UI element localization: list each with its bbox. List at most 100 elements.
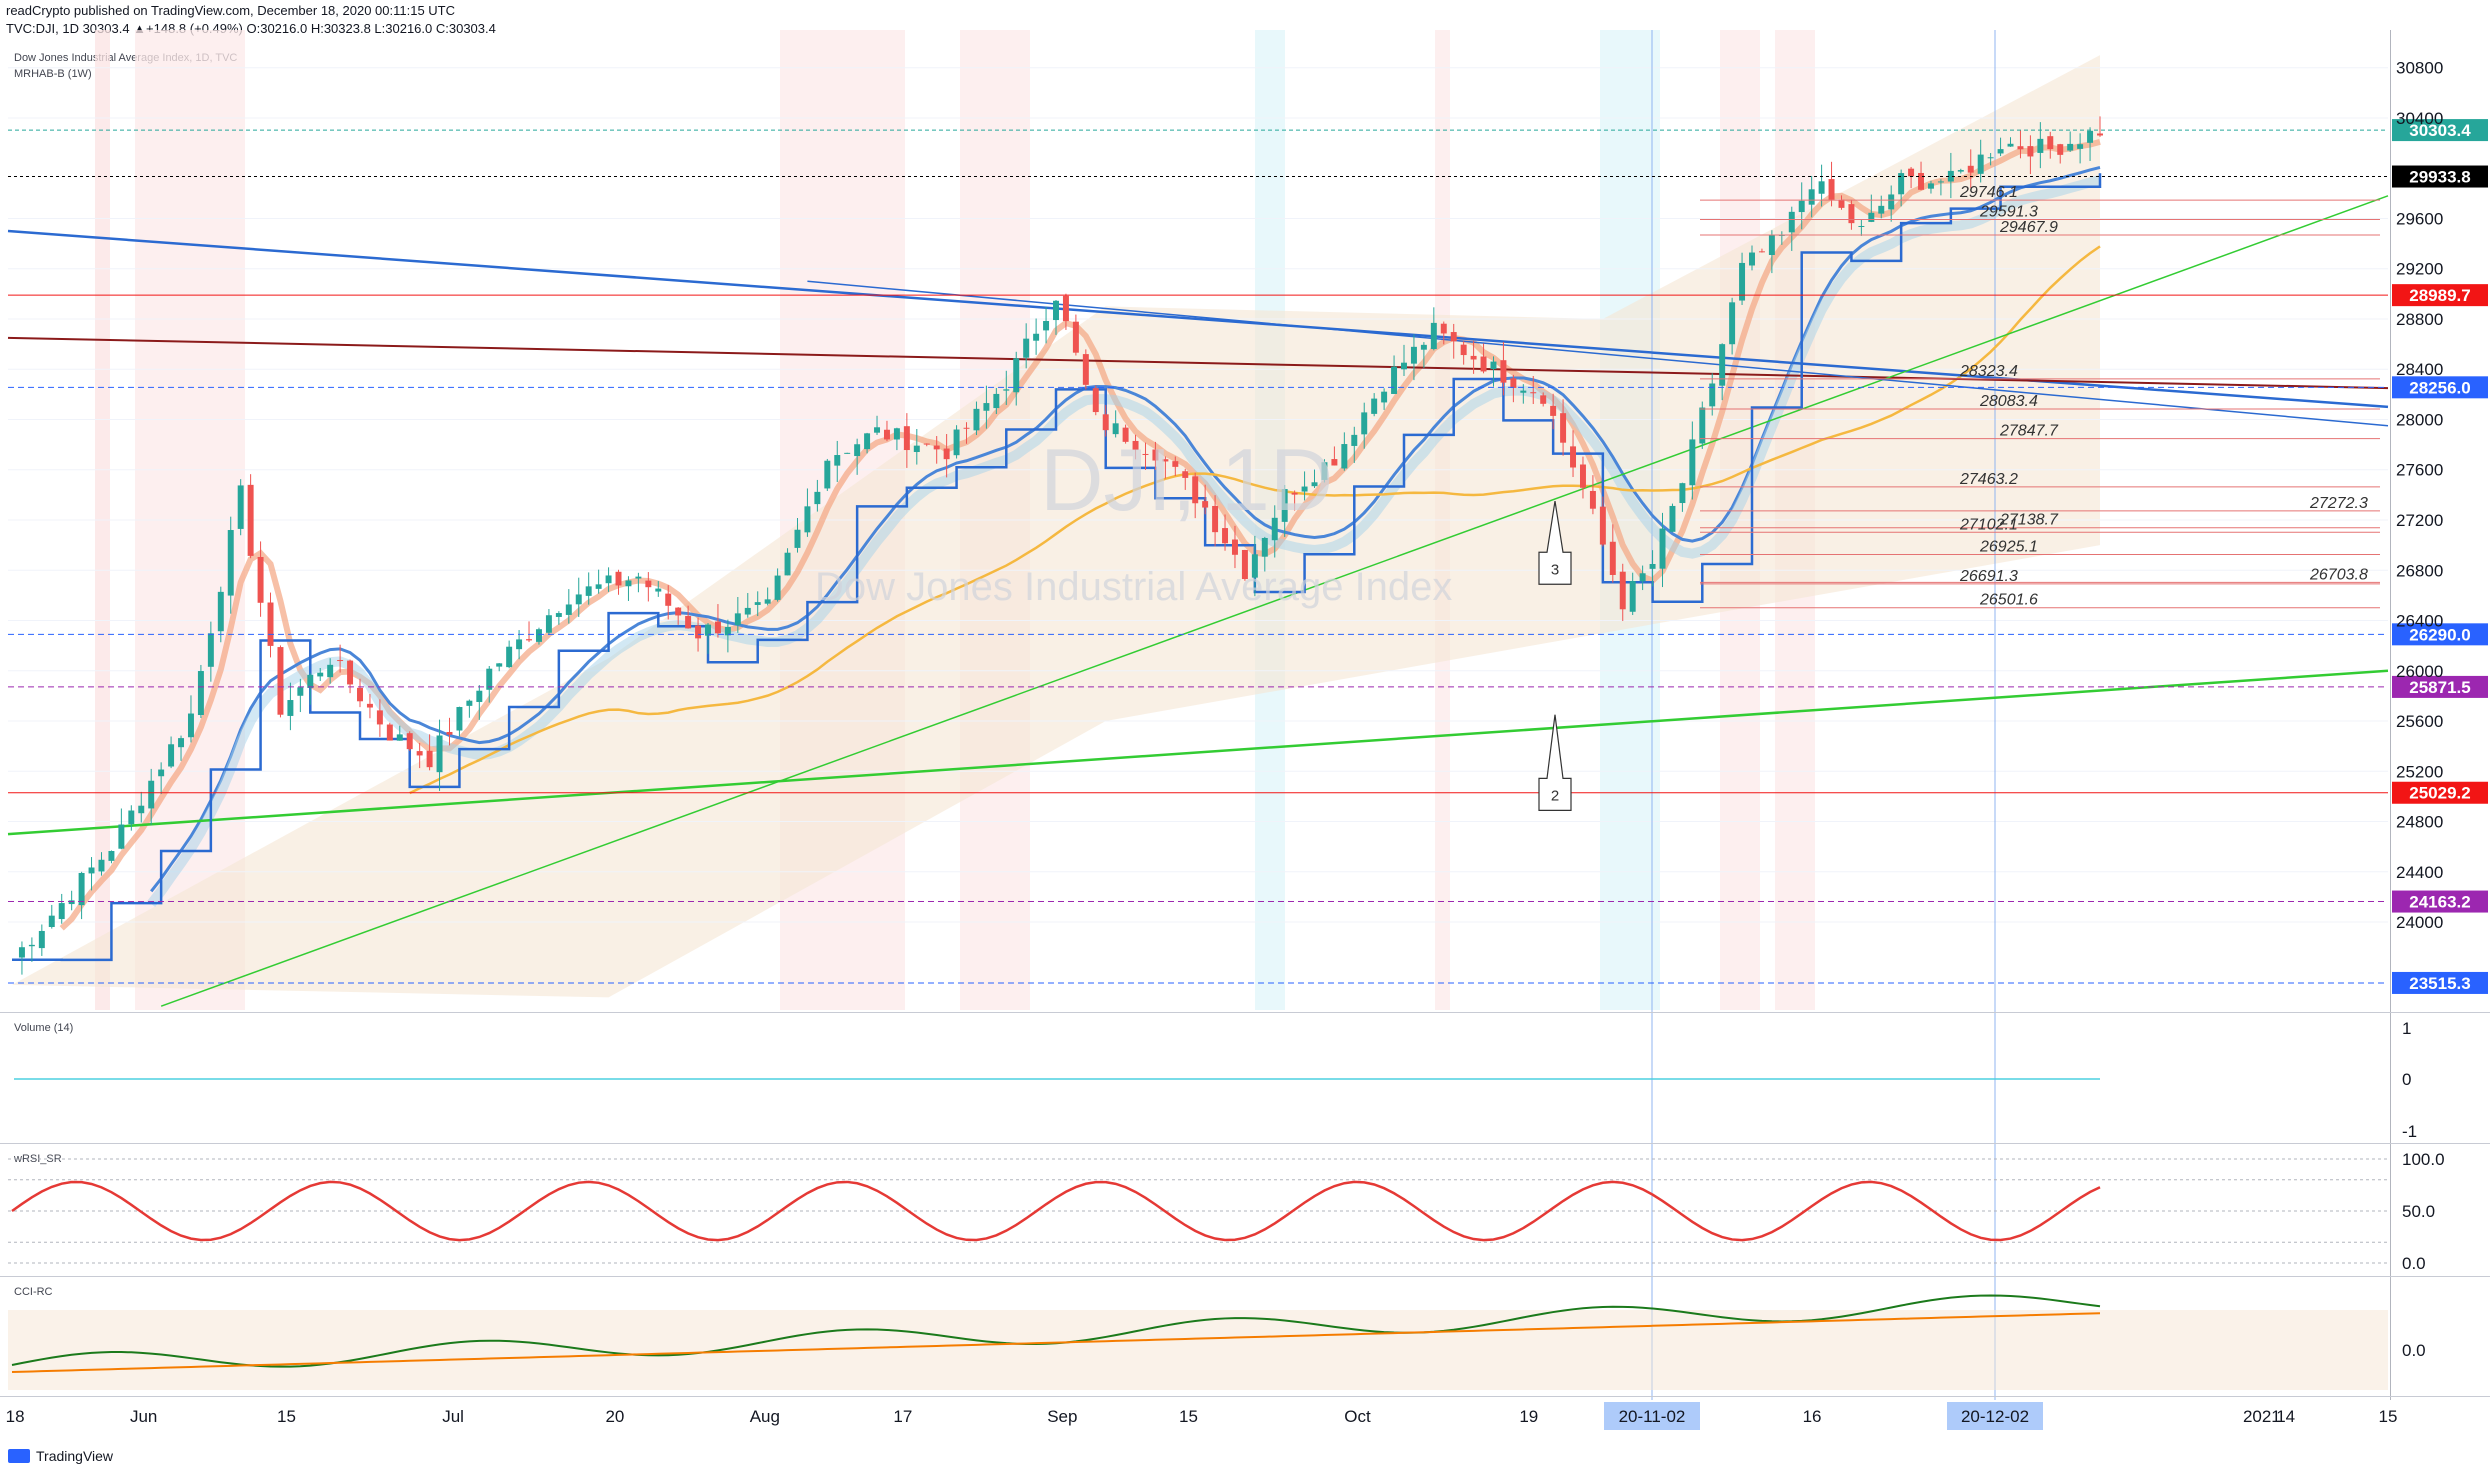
trend-line <box>160 195 2389 1007</box>
candle-body <box>227 530 234 596</box>
candle-body <box>337 660 344 662</box>
x-tick-label: Sep <box>1047 1407 1077 1426</box>
price-label: 25871.5 <box>2409 678 2470 697</box>
candle-body <box>1619 571 1626 610</box>
tradingview-logo-icon <box>8 1449 30 1463</box>
candle-body <box>883 429 890 440</box>
sr-level-label: 29467.9 <box>1999 219 2058 236</box>
x-tick-label: 20 <box>605 1407 624 1426</box>
candle-body <box>2037 138 2044 153</box>
candle-body <box>446 731 453 735</box>
candle-body <box>1122 427 1129 442</box>
candle-body <box>466 700 473 706</box>
candle-body <box>1699 407 1706 444</box>
candle-body <box>1997 149 2004 154</box>
candle-body <box>625 580 632 587</box>
candle-body <box>88 867 95 874</box>
candle-body <box>913 445 920 453</box>
candle-body <box>506 646 513 668</box>
candle-body <box>1818 181 1825 194</box>
price-axis-border <box>2390 30 2391 1400</box>
candle-body <box>774 575 781 600</box>
footer-brand: TradingView <box>36 1448 114 1464</box>
candle-body <box>1560 413 1567 443</box>
trend-line <box>7 229 2389 409</box>
volume-tick-label: 1 <box>2402 1019 2411 1038</box>
candle-body <box>1212 505 1219 533</box>
candle-body <box>98 859 105 872</box>
price-label: 30303.4 <box>2409 121 2471 140</box>
rsi-line <box>11 1180 2101 1242</box>
cci-tick-label: 0.0 <box>2402 1341 2426 1360</box>
candle-body <box>1679 483 1686 504</box>
candle-body <box>207 633 214 667</box>
candle-body <box>376 710 383 725</box>
candle-body <box>1540 395 1547 404</box>
trend-line <box>7 669 2389 836</box>
candle-body <box>874 427 881 433</box>
candle-body <box>1808 189 1815 205</box>
candle-body <box>476 690 483 702</box>
candle-body <box>526 639 533 641</box>
sr-level-label: 29746.1 <box>1959 184 2018 201</box>
candle-body <box>555 613 562 617</box>
y-tick-label: 24000 <box>2396 913 2443 932</box>
wave-callout <box>1538 714 1572 812</box>
candle-body <box>744 607 751 615</box>
candle-body <box>2047 136 2054 150</box>
candle-body <box>1391 366 1398 394</box>
candle-body <box>1222 528 1229 544</box>
price-label-bg <box>2392 284 2488 307</box>
candle-body <box>1062 295 1069 322</box>
candle-body <box>724 626 731 636</box>
candle-body <box>347 660 354 685</box>
x-tick-label: 14 <box>2276 1407 2295 1426</box>
candle-body <box>754 602 761 605</box>
candle-body <box>287 700 294 716</box>
wave-callout-label: 3 <box>1551 561 1559 578</box>
candle-body <box>317 672 324 677</box>
volume-tick-label: 0 <box>2402 1070 2411 1089</box>
price-label-bg <box>2392 675 2488 698</box>
candle-body <box>1599 506 1606 545</box>
candle-body <box>1023 338 1030 358</box>
y-tick-label: 25600 <box>2396 712 2443 731</box>
candle-body <box>1281 489 1288 522</box>
candle-body <box>665 593 672 606</box>
x-tick-label: 18 <box>6 1407 25 1426</box>
candle-body <box>933 445 940 450</box>
candle-body <box>1480 356 1487 372</box>
candle-body <box>695 625 702 639</box>
candle-body <box>565 604 572 615</box>
price-label: 24163.2 <box>2409 893 2470 912</box>
y-tick-label: 24800 <box>2396 813 2443 832</box>
x-tick-label: Aug <box>750 1407 780 1426</box>
candle-body <box>456 707 463 731</box>
candle-body <box>426 750 433 768</box>
candle-body <box>1082 354 1089 385</box>
candle-body <box>1371 398 1378 414</box>
x-tick-label: 15 <box>1179 1407 1198 1426</box>
candle-body <box>1957 170 1964 172</box>
candle-body <box>824 460 831 489</box>
orange-ma-line <box>409 245 2101 795</box>
candle-body <box>1758 251 1765 253</box>
x-tick-label: Oct <box>1344 1407 1371 1426</box>
volume-tick-label: -1 <box>2402 1122 2417 1141</box>
candle-body <box>1689 439 1696 486</box>
candle-body <box>406 733 413 750</box>
candle-body <box>1500 360 1507 383</box>
candle-body <box>1649 563 1656 569</box>
tradingview-footer: TradingView <box>8 1448 113 1464</box>
pane-separator <box>0 1276 2490 1277</box>
candle-body <box>138 805 145 814</box>
candle-body <box>645 580 652 588</box>
candle-body <box>1003 389 1010 391</box>
y-tick-label: 28800 <box>2396 310 2443 329</box>
y-tick-label: 24400 <box>2396 863 2443 882</box>
candle-body <box>1033 333 1040 341</box>
candle-body <box>714 621 721 634</box>
y-tick-label: 28400 <box>2396 360 2443 379</box>
candle-body <box>605 575 612 584</box>
